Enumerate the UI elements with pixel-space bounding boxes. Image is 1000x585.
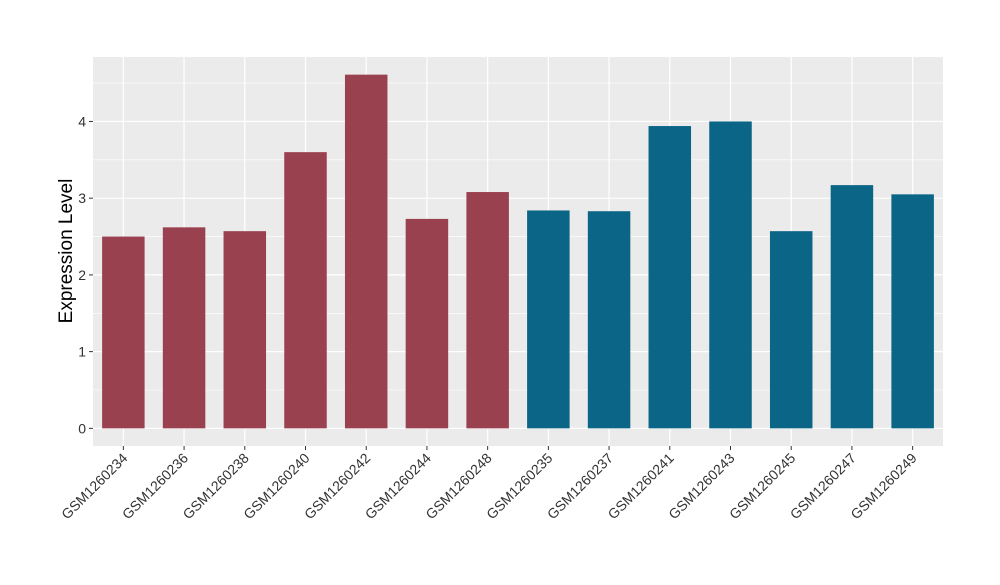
plot-panel	[93, 57, 943, 446]
bar-GSM1260244	[405, 218, 449, 429]
y-tick-label: 4	[78, 113, 86, 129]
bar-GSM1260247	[830, 185, 874, 429]
bar-GSM1260238	[223, 231, 267, 429]
bar-GSM1260236	[162, 227, 206, 429]
y-tick-label: 0	[78, 420, 86, 436]
y-tick-label: 3	[78, 190, 86, 206]
bar-GSM1260242	[344, 74, 388, 429]
bar-GSM1260249	[891, 194, 934, 429]
y-tick-label: 1	[78, 344, 86, 360]
bar-GSM1260237	[587, 211, 631, 429]
bar-GSM1260248	[466, 192, 509, 429]
bar-GSM1260243	[709, 121, 752, 429]
bar-GSM1260241	[648, 126, 692, 429]
bar-GSM1260235	[527, 210, 570, 429]
bar-GSM1260234	[102, 236, 145, 429]
bar-GSM1260245	[769, 231, 813, 429]
y-tick-label: 2	[78, 267, 86, 283]
bar-GSM1260240	[284, 152, 327, 429]
y-axis-label: Expression Level	[56, 179, 77, 324]
